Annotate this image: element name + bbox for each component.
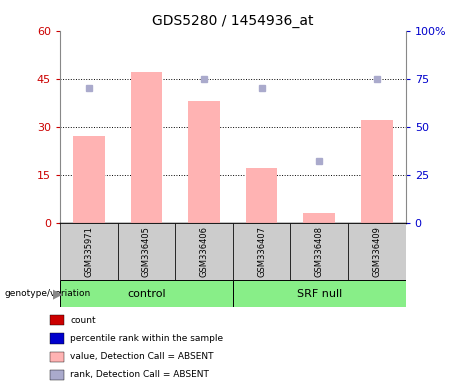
Text: GSM335971: GSM335971	[84, 226, 93, 277]
Bar	[50, 315, 65, 325]
Bar	[175, 223, 233, 280]
Bar	[50, 333, 65, 344]
Text: control: control	[127, 289, 165, 299]
Text: ▶: ▶	[53, 287, 62, 300]
Bar	[303, 213, 335, 223]
Bar	[60, 223, 118, 280]
Text: GSM336408: GSM336408	[315, 226, 324, 277]
Text: genotype/variation: genotype/variation	[5, 289, 91, 298]
Bar	[130, 72, 162, 223]
Text: GSM336405: GSM336405	[142, 226, 151, 277]
Bar	[60, 280, 233, 307]
Bar	[246, 168, 278, 223]
Text: count: count	[71, 316, 96, 324]
Text: rank, Detection Call = ABSENT: rank, Detection Call = ABSENT	[71, 371, 209, 379]
Text: GSM336407: GSM336407	[257, 226, 266, 277]
Text: SRF null: SRF null	[296, 289, 342, 299]
Bar	[290, 223, 348, 280]
Bar	[348, 223, 406, 280]
Bar	[361, 120, 393, 223]
Text: percentile rank within the sample: percentile rank within the sample	[71, 334, 224, 343]
Bar	[50, 370, 65, 380]
Text: value, Detection Call = ABSENT: value, Detection Call = ABSENT	[71, 352, 214, 361]
Bar	[118, 223, 175, 280]
Bar	[188, 101, 220, 223]
Bar	[73, 136, 105, 223]
Bar	[233, 280, 406, 307]
Bar	[233, 223, 290, 280]
Title: GDS5280 / 1454936_at: GDS5280 / 1454936_at	[152, 14, 313, 28]
Bar	[50, 351, 65, 362]
Text: GSM336406: GSM336406	[200, 226, 208, 277]
Text: GSM336409: GSM336409	[372, 226, 381, 277]
